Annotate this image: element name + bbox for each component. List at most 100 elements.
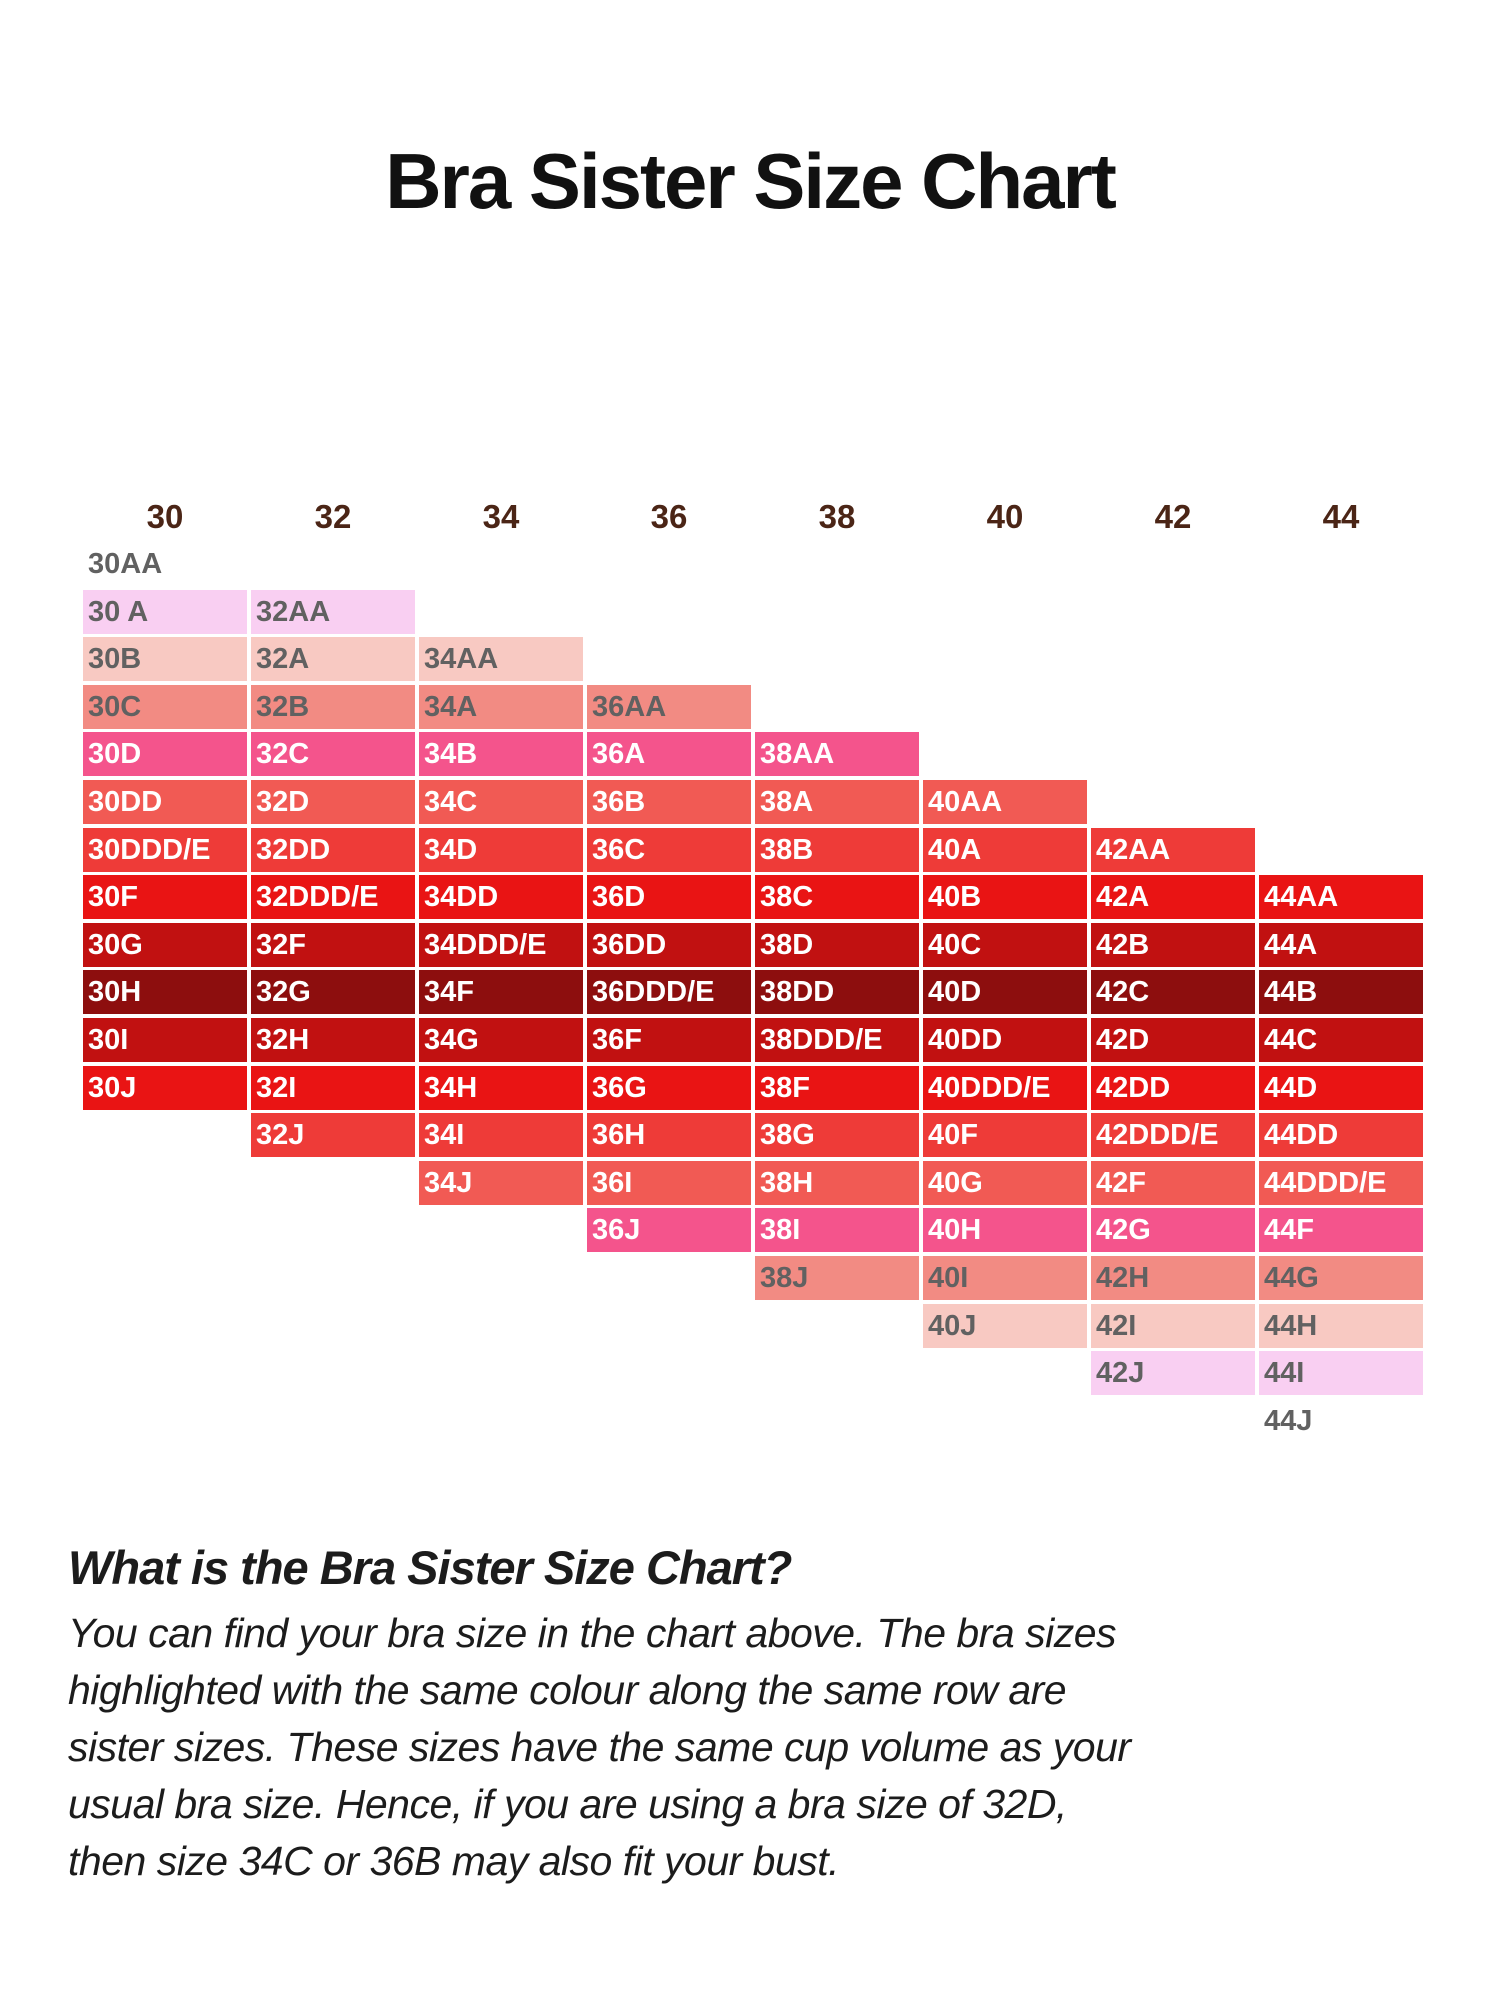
footer: What is the Bra Sister Size Chart? You c… xyxy=(68,1540,1348,1890)
sister-size-chart: 30 32 34 36 38 40 42 44 30AA 30 A 32AA 30B 32A 34AA 3… xyxy=(83,497,1427,1447)
size-cell: 36C xyxy=(587,828,751,872)
size-cell: 42I xyxy=(1091,1304,1255,1348)
size-cell: 32D xyxy=(251,780,415,824)
size-cell: 32DD xyxy=(251,828,415,872)
size-cell: 30J xyxy=(83,1066,247,1110)
size-cell: 30 A xyxy=(83,590,247,634)
size-cell: 32AA xyxy=(251,590,415,634)
size-cell: 30I xyxy=(83,1018,247,1062)
band-header: 40 xyxy=(986,498,1024,535)
size-cell: 36J xyxy=(587,1208,751,1252)
size-cell: 38AA xyxy=(755,732,919,776)
size-cell: 38DDD/E xyxy=(755,1018,919,1062)
size-cell: 34J xyxy=(419,1161,583,1205)
size-cell: 36H xyxy=(587,1113,751,1157)
size-cell: 32B xyxy=(251,685,415,729)
size-cell: 30D xyxy=(83,732,247,776)
page-title: Bra Sister Size Chart xyxy=(385,137,1117,225)
size-cell: 30C xyxy=(83,685,247,729)
size-cell: 42F xyxy=(1091,1161,1255,1205)
size-cell: 32A xyxy=(251,637,415,681)
band-header: 38 xyxy=(818,498,856,535)
footer-line: You can find your bra size in the chart … xyxy=(68,1610,1117,1656)
size-cell: 36DDD/E xyxy=(587,970,751,1014)
footer-paragraph: You can find your bra size in the chart … xyxy=(68,1605,1348,1890)
size-cell: 36AA xyxy=(587,685,751,729)
size-cell: 38G xyxy=(755,1113,919,1157)
size-cell: 40J xyxy=(923,1304,1087,1348)
size-cell: 38D xyxy=(755,923,919,967)
size-cell: 44J xyxy=(1264,1405,1313,1437)
size-cell: 34H xyxy=(419,1066,583,1110)
size-cell: 30F xyxy=(83,875,247,919)
footer-line: highlighted with the same colour along t… xyxy=(68,1667,1067,1713)
size-cell: 32J xyxy=(251,1113,415,1157)
size-cell: 34C xyxy=(419,780,583,824)
size-cell: 40D xyxy=(923,970,1087,1014)
size-cell: 44G xyxy=(1259,1256,1423,1300)
size-cell: 30H xyxy=(83,970,247,1014)
size-cell: 38B xyxy=(755,828,919,872)
size-cell: 40I xyxy=(923,1256,1087,1300)
size-cell: 34DDD/E xyxy=(419,923,583,967)
footer-heading: What is the Bra Sister Size Chart? xyxy=(68,1541,792,1594)
size-cell: 40H xyxy=(923,1208,1087,1252)
size-cell: 44H xyxy=(1259,1304,1423,1348)
band-header: 30 xyxy=(146,498,184,535)
size-cell: 36I xyxy=(587,1161,751,1205)
size-grid: 30AA 30 A 32AA 30B 32A 34AA 30C 32B 34A 36AA 30D 32… xyxy=(83,497,1427,1447)
size-cell: 44AA xyxy=(1259,875,1423,919)
size-cell: 42C xyxy=(1091,970,1255,1014)
size-cell: 34G xyxy=(419,1018,583,1062)
size-cell: 32F xyxy=(251,923,415,967)
size-cell: 36A xyxy=(587,732,751,776)
size-cell: 44I xyxy=(1259,1351,1423,1395)
size-cell: 40A xyxy=(923,828,1087,872)
size-cell: 44D xyxy=(1259,1066,1423,1110)
size-cell: 42J xyxy=(1091,1351,1255,1395)
size-cell: 42D xyxy=(1091,1018,1255,1062)
size-cell: 34DD xyxy=(419,875,583,919)
size-cell: 38H xyxy=(755,1161,919,1205)
band-header: 32 xyxy=(314,498,352,535)
size-cell: 40DD xyxy=(923,1018,1087,1062)
size-cell: 38C xyxy=(755,875,919,919)
size-cell: 40G xyxy=(923,1161,1087,1205)
size-cell: 34I xyxy=(419,1113,583,1157)
footer-line: sister sizes. These sizes have the same … xyxy=(68,1724,1131,1770)
size-cell: 44C xyxy=(1259,1018,1423,1062)
size-cell: 30AA xyxy=(88,548,163,580)
size-cell: 30DDD/E xyxy=(83,828,247,872)
size-cell: 32G xyxy=(251,970,415,1014)
size-cell: 40AA xyxy=(923,780,1087,824)
size-cell: 38DD xyxy=(755,970,919,1014)
size-cell: 30DD xyxy=(83,780,247,824)
size-cell: 38F xyxy=(755,1066,919,1110)
size-cell: 36D xyxy=(587,875,751,919)
size-cell: 42B xyxy=(1091,923,1255,967)
size-cell: 34A xyxy=(419,685,583,729)
size-cell: 38I xyxy=(755,1208,919,1252)
size-cell: 32DDD/E xyxy=(251,875,415,919)
size-cell: 42H xyxy=(1091,1256,1255,1300)
size-cell: 30G xyxy=(83,923,247,967)
size-cell: 32C xyxy=(251,732,415,776)
size-cell: 42AA xyxy=(1091,828,1255,872)
size-cell: 34D xyxy=(419,828,583,872)
size-cell: 42A xyxy=(1091,875,1255,919)
size-cell: 44DD xyxy=(1259,1113,1423,1157)
size-cell: 40C xyxy=(923,923,1087,967)
size-cell: 32I xyxy=(251,1066,415,1110)
size-cell: 40F xyxy=(923,1113,1087,1157)
size-cell: 44B xyxy=(1259,970,1423,1014)
size-cell: 36F xyxy=(587,1018,751,1062)
size-cell: 30B xyxy=(83,637,247,681)
size-cell: 38A xyxy=(755,780,919,824)
size-cell: 40DDD/E xyxy=(923,1066,1087,1110)
size-cell: 36DD xyxy=(587,923,751,967)
footer-line: usual bra size. Hence, if you are using … xyxy=(68,1781,1067,1827)
size-cell: 42DD xyxy=(1091,1066,1255,1110)
footer-line: then size 34C or 36B may also fit your b… xyxy=(68,1838,840,1884)
band-header: 34 xyxy=(482,498,520,535)
size-cell: 32H xyxy=(251,1018,415,1062)
